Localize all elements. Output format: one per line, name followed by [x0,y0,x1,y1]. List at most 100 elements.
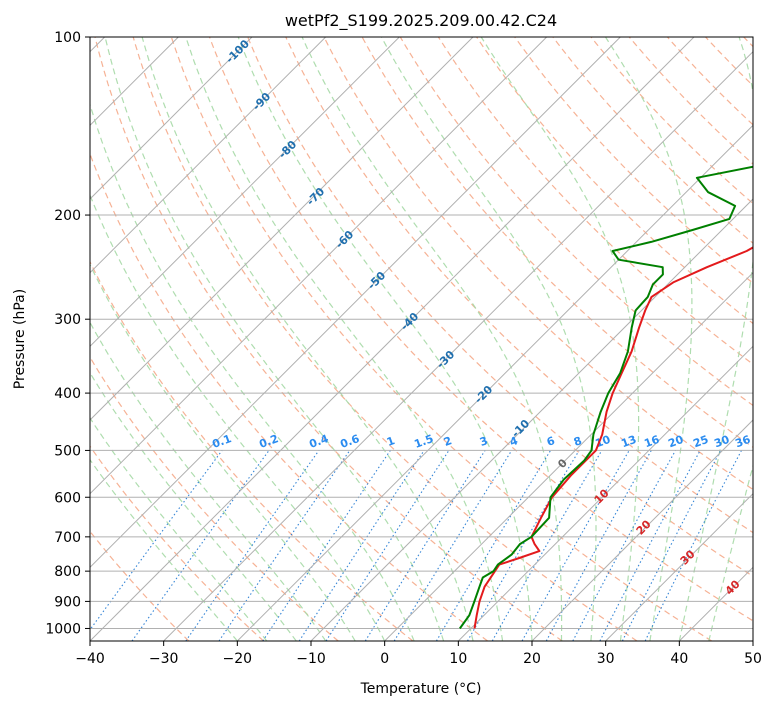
isotherm [310,198,753,641]
dry-adiabat [90,260,414,641]
dry-adiabat [399,37,753,407]
y-tick-label: 200 [54,208,81,224]
plot-frame [89,36,754,642]
moist-adiabat [380,37,597,641]
mixing-ratio-label: 3 [478,434,490,449]
isotherm [90,37,621,569]
dry-adiabat [628,37,753,165]
y-axis-label: Pressure (hPa) [12,289,28,389]
mixing-ratio-label: 20 [666,433,685,451]
mixing-ratio-line [393,450,513,641]
mixing-ratio-line [218,450,351,641]
mixing-ratio-label: 0.6 [338,432,361,451]
moist-adiabat [237,37,533,641]
mixing-ratio-line [621,450,722,641]
isotherm [163,50,753,641]
dry-adiabat [247,37,753,578]
x-tick-label: 10 [449,651,467,667]
dry-adiabat [476,37,753,325]
moist-adiabat [301,37,563,641]
x-tick-label: 50 [744,651,762,667]
isotherm [90,37,548,495]
isotherm [90,37,695,641]
mixing-ratio-line [185,450,320,641]
isotherm [457,345,753,641]
x-tick-label: −10 [296,651,326,667]
mixing-ratio-label: 1.5 [412,432,435,451]
mixing-ratio-line [325,450,450,641]
mixing-ratio-label: 30 [712,433,731,451]
isotherm [605,492,753,641]
mixing-ratio-label: 8 [572,434,584,449]
moist-adiabat [604,37,693,641]
y-axis-ticks: 100 200 300 400 500 600 700 800 900 1000 [45,30,90,637]
chart-title: wetPf2_S199.2025.209.00.42.C24 [285,11,557,31]
mixing-ratio-label: 0.1 [210,432,233,451]
x-axis-ticks: −40 −30 −20 −10 0 10 20 30 40 50 [75,641,762,667]
temperature-line [473,246,753,629]
dry-adiabat [94,37,563,641]
y-tick-label: 900 [54,594,81,610]
moist-adiabat [90,193,386,641]
mixing-ratio-label: 2 [442,434,454,449]
dry-adiabat [323,37,753,491]
dewpoint-line [458,165,753,630]
mixing-ratio-label: 25 [691,433,710,450]
y-tick-label: 300 [54,312,81,328]
mixing-ratio-line [298,450,425,641]
x-axis-label: Temperature (°C) [360,681,482,697]
isotherm [531,419,753,641]
y-tick-label: 100 [54,30,81,46]
moist-adiabat [185,37,504,641]
dry-adiabat [132,37,638,641]
x-tick-label: 30 [597,651,615,667]
moist-adiabat [678,37,753,641]
x-tick-label: −20 [223,651,253,667]
moist-adiabat [90,321,327,641]
x-tick-label: −30 [149,651,179,667]
moist-adiabat [104,37,445,641]
y-tick-label: 600 [54,490,81,506]
x-tick-label: −40 [75,651,105,667]
x-tick-label: 0 [380,651,389,667]
mixing-ratio-line [262,450,391,641]
moist-adiabat [90,102,415,641]
plot-background [90,37,753,641]
mixing-ratio-label: 4 [508,434,520,449]
mixing-ratio-label: 0.4 [307,432,330,451]
isotherm [90,37,474,421]
y-tick-label: 700 [54,530,81,546]
mixing-ratio-line [90,450,223,631]
mixing-ratio-label: 0.2 [257,432,280,451]
pressure-gridlines [90,37,753,629]
dry-adiabat [90,445,264,641]
mixing-ratio-label: 36 [733,433,752,451]
isotherm [752,640,753,641]
moist-adiabat [90,263,356,641]
isotherm [384,271,753,641]
dry-adiabat [208,37,753,622]
mixing-ratio-label: 1 [385,434,397,449]
mixing-ratio-line [572,450,676,641]
dry-adiabat [514,37,753,284]
moist-adiabat [90,416,268,641]
moist-adiabat [141,37,474,641]
moist-adiabat [708,463,753,641]
y-tick-label: 1000 [45,621,81,637]
mixing-ratio-line [545,450,652,641]
isotherm [236,124,753,641]
mixing-ratio-label: 6 [545,434,557,449]
sounding-series [458,165,753,630]
y-tick-label: 400 [54,386,81,402]
mixing-ratio-line [644,450,742,641]
moist-adiabat [90,458,238,641]
moist-adiabat [480,37,640,641]
x-tick-label: 40 [670,651,688,667]
x-tick-label: 20 [523,651,541,667]
mixing-ratio-label: 13 [619,433,638,450]
isotherm [90,37,253,200]
background-lines [90,37,753,641]
isotherm [90,37,400,348]
moist-adiabat [90,371,297,641]
